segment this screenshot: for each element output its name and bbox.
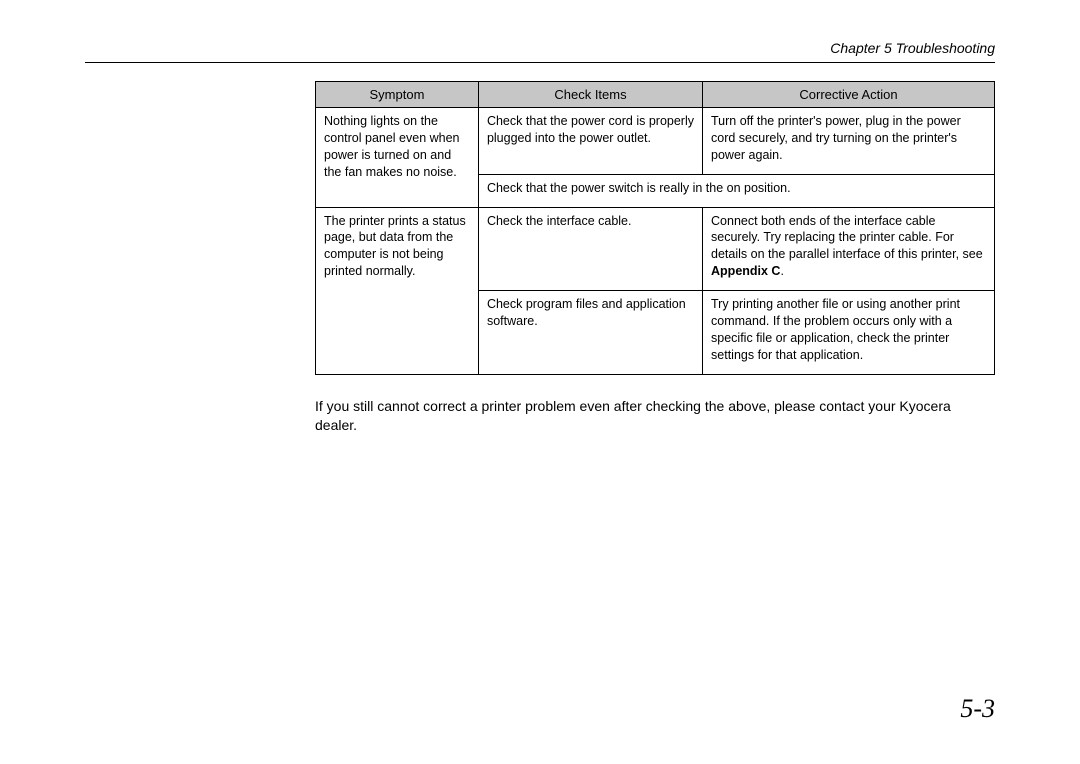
note-paragraph: If you still cannot correct a printer pr… xyxy=(315,397,995,436)
content-area: Symptom Check Items Corrective Action No… xyxy=(315,81,995,436)
action-text-prefix: Connect both ends of the interface cable… xyxy=(711,214,983,262)
action-text-suffix: . xyxy=(780,264,783,278)
table-row: The printer prints a status page, but da… xyxy=(316,207,995,291)
page-number: 5-3 xyxy=(960,694,995,724)
cell-action: Connect both ends of the interface cable… xyxy=(703,207,995,291)
cell-check-span: Check that the power switch is really in… xyxy=(478,174,994,207)
col-header-check: Check Items xyxy=(478,82,702,108)
cell-check: Check program files and application soft… xyxy=(478,291,702,375)
action-text-bold: Appendix C xyxy=(711,264,780,278)
chapter-header: Chapter 5 Troubleshooting xyxy=(85,40,995,56)
table-header-row: Symptom Check Items Corrective Action xyxy=(316,82,995,108)
cell-action: Turn off the printer's power, plug in th… xyxy=(703,108,995,175)
table-row: Nothing lights on the control panel even… xyxy=(316,108,995,175)
cell-symptom: Nothing lights on the control panel even… xyxy=(316,108,479,208)
col-header-symptom: Symptom xyxy=(316,82,479,108)
cell-symptom: The printer prints a status page, but da… xyxy=(316,207,479,374)
cell-action: Try printing another file or using anoth… xyxy=(703,291,995,375)
cell-check: Check that the power cord is properly pl… xyxy=(478,108,702,175)
header-rule xyxy=(85,62,995,63)
troubleshooting-table: Symptom Check Items Corrective Action No… xyxy=(315,81,995,375)
cell-check: Check the interface cable. xyxy=(478,207,702,291)
col-header-action: Corrective Action xyxy=(703,82,995,108)
